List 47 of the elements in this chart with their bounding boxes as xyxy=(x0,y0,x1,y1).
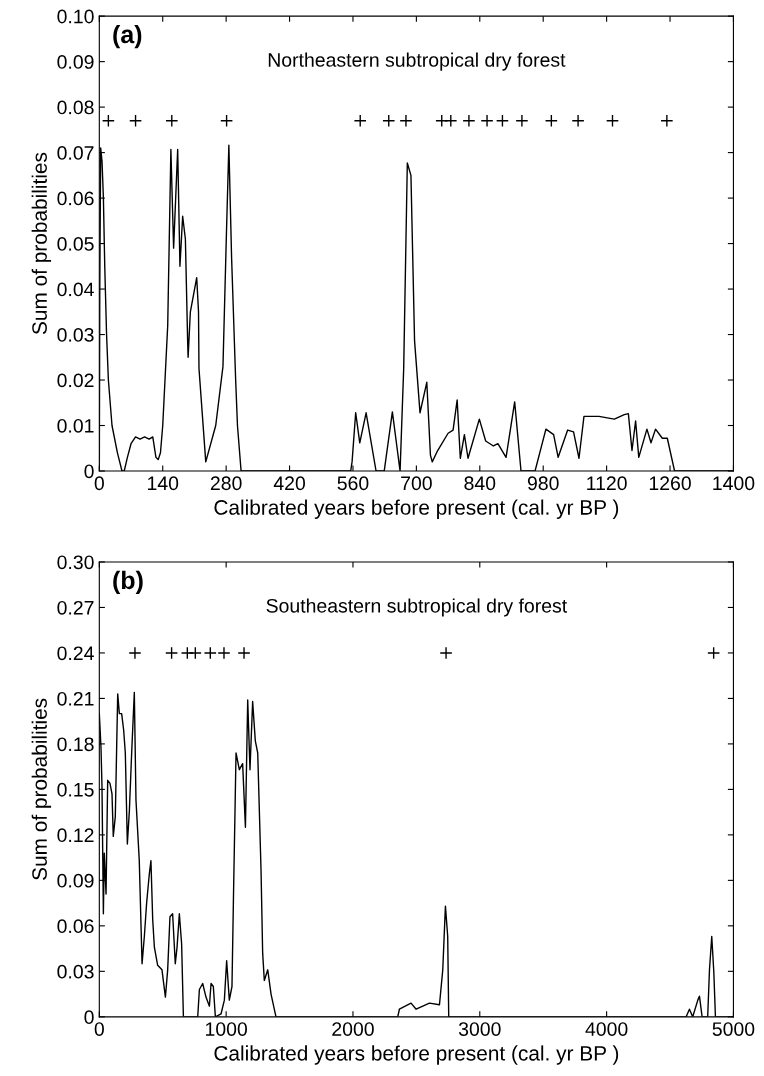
y-tick-label: 0.02 xyxy=(57,373,94,388)
y-axis-title: Sum of probabilities xyxy=(31,698,52,880)
y-tick-label: 0.07 xyxy=(57,146,94,160)
text: Southeastern subtropical dry forest xyxy=(266,598,568,617)
x-tick-label: 840 xyxy=(464,476,496,491)
y-tick-label: 0 xyxy=(84,464,94,479)
y-tick-label: 0.24 xyxy=(57,646,94,661)
x-tick-label: 700 xyxy=(401,476,432,491)
x-tick-label: 4000 xyxy=(585,1022,628,1036)
x-tick-label: 2000 xyxy=(332,1022,374,1036)
y-tick-label: 0.30 xyxy=(57,555,94,570)
x-tick-label: 1400 xyxy=(713,476,755,491)
y-tick-label: 0.04 xyxy=(57,282,94,297)
x-tick-label: 980 xyxy=(527,476,559,491)
y-tick-label: 0.15 xyxy=(57,782,94,797)
x-tick-label: 420 xyxy=(273,476,306,491)
y-tick-label: 0.08 xyxy=(57,100,94,115)
x-axis-title: Calibrated years before present (cal. yr BP ) xyxy=(214,1045,619,1065)
x-tick-label: 1000 xyxy=(206,1022,248,1036)
x-tick-label: 280 xyxy=(210,476,242,491)
x-axis-title: Calibrated years before present (cal. yr BP ) xyxy=(214,499,619,519)
x-tick-label: 0 xyxy=(94,476,104,491)
annotation: (a) xyxy=(113,24,142,49)
y-tick-label: 0.03 xyxy=(57,328,94,342)
y-tick-label: 0.21 xyxy=(57,691,94,706)
y-tick-label: 0.06 xyxy=(57,191,94,206)
y-tick-label: 0.12 xyxy=(57,828,94,843)
text: Northeastern subtropical dry forest xyxy=(268,52,566,71)
y-tick-label: 0.09 xyxy=(57,873,94,888)
y-tick-label: 0 xyxy=(84,1010,94,1025)
x-tick-label: 1120 xyxy=(587,476,627,491)
y-tick-label: 0.06 xyxy=(57,919,94,934)
y-tick-label: 0.10 xyxy=(57,9,94,24)
y-tick-label: 0.03 xyxy=(57,964,94,979)
y-tick-label: 0.27 xyxy=(57,600,94,615)
y-tick-label: 0.18 xyxy=(57,737,94,752)
x-tick-label: 5000 xyxy=(712,1022,755,1036)
x-tick-label: 1260 xyxy=(649,476,691,491)
y-tick-label: 0.01 xyxy=(57,418,94,433)
x-tick-label: 3000 xyxy=(458,1022,501,1036)
y-tick-label: 0.09 xyxy=(57,55,94,69)
y-tick-label: 0.05 xyxy=(57,237,94,251)
x-tick-label: 140 xyxy=(148,476,179,491)
x-tick-label: 560 xyxy=(337,476,369,491)
y-axis-title: Sum of probabilities xyxy=(31,152,52,335)
annotation: (b) xyxy=(113,570,143,595)
x-tick-label: 0 xyxy=(94,1022,104,1036)
